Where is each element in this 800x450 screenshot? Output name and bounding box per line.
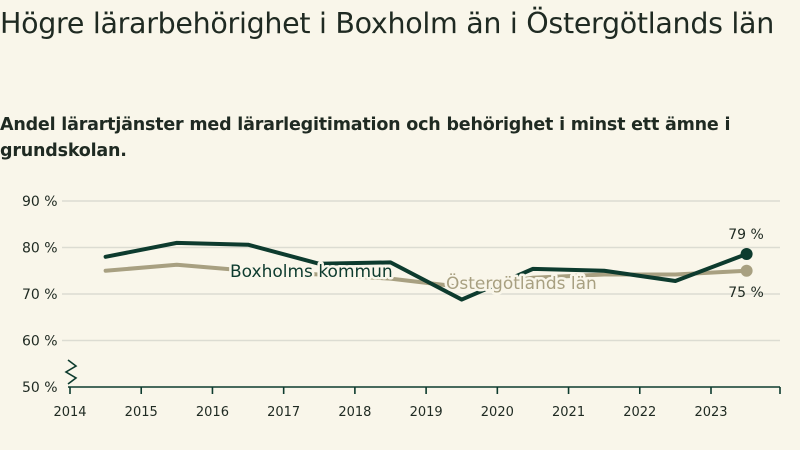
- series-lines: [103, 240, 753, 302]
- series-labels: Östergötlands län Boxholms kommun 75 % 79 %: [228, 227, 764, 301]
- axis-break-icon: [64, 359, 78, 385]
- x-tick-label-2016: 2016: [196, 405, 229, 420]
- x-tick-label-2018: 2018: [338, 405, 371, 420]
- y-tick-label-80: 80 %: [22, 241, 58, 257]
- series-name-label-0: Östergötlands län: [446, 272, 597, 294]
- series-end-point-1: [740, 248, 753, 261]
- y-axis-ticks: 50 % 60 % 70 % 80 % 90 %: [22, 194, 78, 396]
- y-tick-label-90: 90 %: [22, 194, 58, 210]
- y-tick-label-70: 70 %: [22, 287, 58, 303]
- series-end-point-0: [740, 264, 753, 277]
- y-tick-label-50: 50 %: [22, 380, 58, 396]
- x-tick-label-2023: 2023: [694, 405, 727, 420]
- y-tick-label-60: 60 %: [22, 334, 58, 350]
- x-tick-label-2017: 2017: [267, 405, 300, 420]
- x-tick-label-2022: 2022: [623, 405, 656, 420]
- gridlines: [62, 200, 780, 342]
- x-axis: 2014 2015 2016 2017 2018 2019 2020 2021 2022 2023: [53, 386, 781, 420]
- series-name-label-1: Boxholms kommun: [230, 262, 393, 282]
- x-tick-label-2014: 2014: [53, 405, 86, 420]
- x-tick-label-2015: 2015: [125, 405, 158, 420]
- x-tick-label-2019: 2019: [410, 405, 443, 420]
- chart-title: Högre lärarbehörighet i Boxholm än i Öst…: [0, 7, 774, 40]
- series-end-value-1: 79 %: [728, 227, 764, 243]
- chart-subtitle: Andel lärartjänster med lärarlegitimatio…: [0, 115, 731, 161]
- x-tick-label-2020: 2020: [481, 405, 514, 420]
- series-end-value-0: 75 %: [728, 285, 764, 301]
- series-line-1: [103, 240, 749, 302]
- x-tick-label-2021: 2021: [552, 405, 585, 420]
